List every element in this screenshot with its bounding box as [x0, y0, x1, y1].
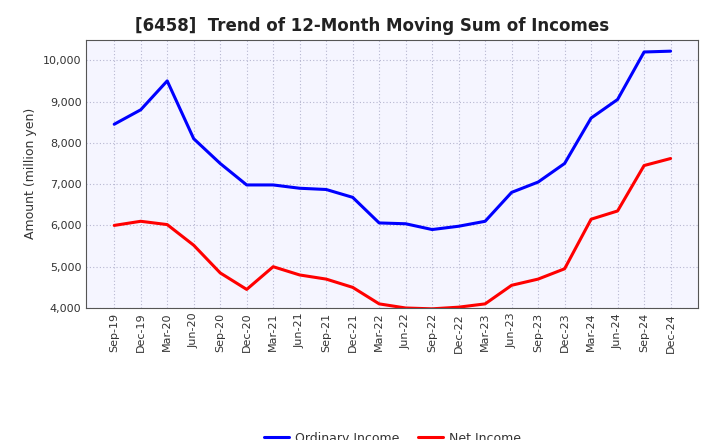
- Ordinary Income: [269, 182, 277, 187]
- Net Income: [322, 276, 330, 282]
- Ordinary Income: [428, 227, 436, 232]
- Net Income: [348, 285, 357, 290]
- Ordinary Income: [189, 136, 198, 141]
- Net Income: [375, 301, 384, 307]
- Net Income: [508, 282, 516, 288]
- Net Income: [243, 287, 251, 292]
- Ordinary Income: [243, 182, 251, 187]
- Net Income: [110, 223, 119, 228]
- Net Income: [269, 264, 277, 269]
- Ordinary Income: [322, 187, 330, 192]
- Ordinary Income: [216, 161, 225, 166]
- Ordinary Income: [640, 49, 649, 55]
- Net Income: [560, 266, 569, 271]
- Net Income: [666, 156, 675, 161]
- Ordinary Income: [401, 221, 410, 227]
- Net Income: [401, 305, 410, 311]
- Net Income: [295, 272, 304, 278]
- Y-axis label: Amount (million yen): Amount (million yen): [24, 108, 37, 239]
- Net Income: [613, 208, 622, 213]
- Net Income: [534, 276, 542, 282]
- Net Income: [136, 219, 145, 224]
- Ordinary Income: [348, 194, 357, 200]
- Text: [6458]  Trend of 12-Month Moving Sum of Incomes: [6458] Trend of 12-Month Moving Sum of I…: [135, 17, 610, 35]
- Ordinary Income: [295, 186, 304, 191]
- Line: Net Income: Net Income: [114, 158, 670, 309]
- Net Income: [189, 242, 198, 248]
- Net Income: [640, 163, 649, 168]
- Ordinary Income: [508, 190, 516, 195]
- Net Income: [216, 270, 225, 275]
- Ordinary Income: [136, 107, 145, 113]
- Ordinary Income: [587, 115, 595, 121]
- Ordinary Income: [454, 224, 463, 229]
- Ordinary Income: [375, 220, 384, 226]
- Ordinary Income: [560, 161, 569, 166]
- Ordinary Income: [163, 78, 171, 84]
- Line: Ordinary Income: Ordinary Income: [114, 51, 670, 230]
- Legend: Ordinary Income, Net Income: Ordinary Income, Net Income: [258, 427, 526, 440]
- Net Income: [454, 304, 463, 310]
- Net Income: [481, 301, 490, 307]
- Ordinary Income: [110, 121, 119, 127]
- Net Income: [163, 222, 171, 227]
- Net Income: [587, 216, 595, 222]
- Ordinary Income: [613, 97, 622, 102]
- Net Income: [428, 306, 436, 312]
- Ordinary Income: [481, 219, 490, 224]
- Ordinary Income: [534, 180, 542, 185]
- Ordinary Income: [666, 48, 675, 54]
